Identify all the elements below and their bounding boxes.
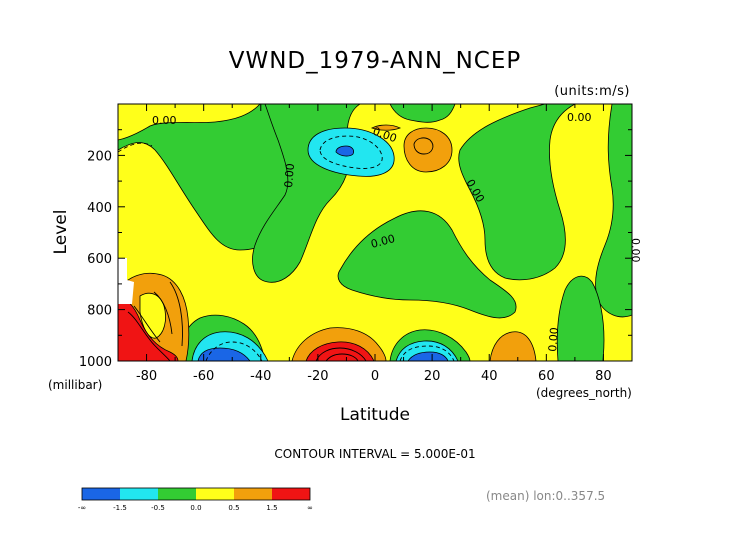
orange-streak-upper: [370, 124, 402, 131]
colorbar-label: 1.5: [266, 504, 277, 512]
x-tick-label: -80: [136, 369, 157, 384]
x-tick-label: -40: [250, 369, 271, 384]
colorbar-swatch: [158, 488, 196, 500]
y-tick-label: 400: [87, 201, 112, 216]
green-region-northeast: [595, 104, 632, 318]
y-axis-label: Level: [51, 210, 71, 255]
colorbar-label: -0.5: [151, 504, 165, 512]
x-tick-label: 80: [595, 369, 612, 384]
colorbar-swatch: [120, 488, 158, 500]
x-axis-units: (degrees_north): [536, 386, 632, 400]
contour-interval: CONTOUR INTERVAL = 5.000E-01: [274, 447, 475, 461]
contour-label: 0.00: [629, 238, 642, 263]
colorbar-swatch: [82, 488, 120, 500]
blue-region-upper-jet: [335, 145, 354, 157]
colorbar: -∞ -1.5 -0.5 0.0 0.5 1.5 ∞: [78, 487, 313, 512]
units-label: (units:m/s): [554, 84, 630, 99]
contour-label: 0.00: [282, 163, 297, 189]
y-axis-units: (millibar): [48, 378, 102, 392]
x-tick-label: 0: [371, 369, 379, 384]
chart-title: VWND_1979-ANN_NCEP: [229, 48, 522, 74]
green-region-surface-northeast: [556, 275, 605, 361]
colorbar-label: 0.0: [190, 504, 201, 512]
x-tick-label: -60: [193, 369, 214, 384]
colorbar-label: 0.5: [228, 504, 239, 512]
blue-region-surface-north: [407, 351, 449, 361]
colorbar-swatch: [234, 488, 272, 500]
x-tick-label: 20: [424, 369, 441, 384]
x-tick-label: 60: [538, 369, 555, 384]
x-tick-label: -20: [307, 369, 328, 384]
mean-note: (mean) lon:0..357.5: [486, 489, 605, 503]
axes: -80 -60 -40 -20 0 20 40 60 80 200 400 600 800 1000: [79, 104, 633, 384]
red-region-surface-subtropics: [305, 341, 375, 361]
colorbar-label: ∞: [307, 504, 313, 512]
green-region-top-center: [389, 104, 456, 123]
y-tick-label: 800: [87, 304, 112, 319]
red-region-south-pole: [118, 298, 179, 361]
positive-contours: [127, 137, 434, 361]
contour-label: 0.00: [546, 327, 561, 353]
colorbar-frame: [81, 487, 311, 501]
negative-contours: [118, 135, 455, 361]
y-tick-label: 200: [87, 149, 112, 164]
contour-label: 0.00: [567, 111, 592, 124]
masked-terrain: [118, 258, 134, 304]
colorbar-label: -1.5: [113, 504, 127, 512]
contour-label: 0.00: [152, 114, 177, 127]
colorbar-swatch: [272, 488, 310, 500]
x-axis-label: Latitude: [340, 405, 410, 425]
contour-label: 0.00: [369, 232, 396, 251]
blue-region-surface-southwest: [197, 347, 251, 361]
colorbar-label: -∞: [78, 504, 86, 512]
colorbar-swatch: [196, 488, 234, 500]
green-region-mid: [337, 210, 517, 319]
y-tick-label: 600: [87, 252, 112, 267]
green-region-top-left: [118, 104, 261, 141]
contour-field: [118, 104, 632, 361]
orange-region-upper-jet: [403, 127, 453, 173]
y-tick-label: 1000: [79, 355, 112, 370]
orange-region-surface-north: [489, 331, 537, 361]
x-tick-label: 40: [481, 369, 498, 384]
